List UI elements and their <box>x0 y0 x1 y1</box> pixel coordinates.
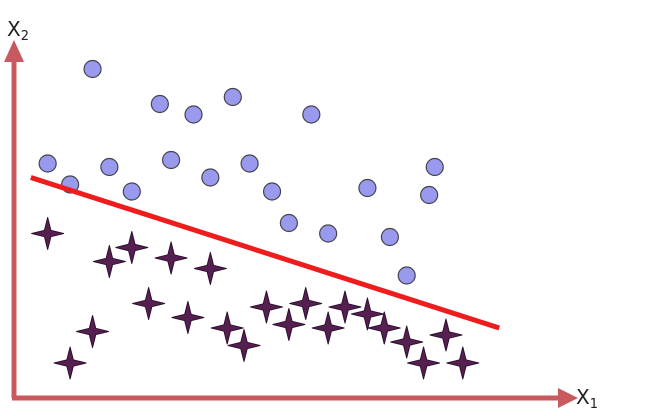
star-point <box>367 311 401 345</box>
star-point <box>92 245 126 278</box>
circle-point <box>302 105 321 124</box>
y-axis-label: X2 <box>7 17 29 44</box>
circle-point <box>420 185 439 205</box>
star-point <box>272 308 306 341</box>
circle-point <box>397 266 416 285</box>
x-axis-label-subscript: 1 <box>590 397 598 412</box>
circle-point <box>161 150 181 170</box>
circle-point <box>380 227 399 247</box>
circle-point <box>240 154 259 173</box>
star-point <box>407 346 441 380</box>
x-axis-arrowhead <box>558 388 578 408</box>
circle-point <box>201 168 220 187</box>
circle-point <box>279 213 298 233</box>
star-point <box>171 301 205 334</box>
decision-boundary-line <box>30 175 501 331</box>
y-axis-label-subscript: 2 <box>21 29 29 44</box>
circle-point <box>83 59 102 79</box>
circle-point <box>223 87 242 107</box>
circle-point <box>100 157 119 177</box>
circle-point <box>425 157 444 177</box>
y-axis-arrowhead <box>4 40 24 62</box>
star-point <box>350 297 384 331</box>
star-point <box>249 290 283 324</box>
star-point <box>328 290 362 324</box>
circle-point <box>184 105 203 124</box>
circle-point <box>319 224 338 243</box>
star-point <box>193 252 227 285</box>
star-point <box>311 311 345 345</box>
circle-point <box>122 182 141 201</box>
star-point <box>390 325 424 359</box>
star-point <box>446 346 480 380</box>
star-point <box>227 329 261 362</box>
star-point <box>132 287 166 320</box>
star-point <box>429 318 463 352</box>
star-point <box>115 231 149 264</box>
star-point <box>53 346 87 380</box>
star-point <box>289 287 323 320</box>
axes <box>4 40 578 408</box>
star-point <box>210 311 244 345</box>
star-point <box>154 241 188 275</box>
circle-point <box>358 178 377 198</box>
circle-point <box>38 154 57 173</box>
x-axis-label: X1 <box>576 385 598 412</box>
circle-point <box>262 182 282 201</box>
star-point <box>76 315 110 348</box>
points-layer <box>31 59 480 380</box>
circle-point <box>150 94 169 114</box>
boundary-layer <box>30 175 501 331</box>
star-point <box>31 217 65 250</box>
